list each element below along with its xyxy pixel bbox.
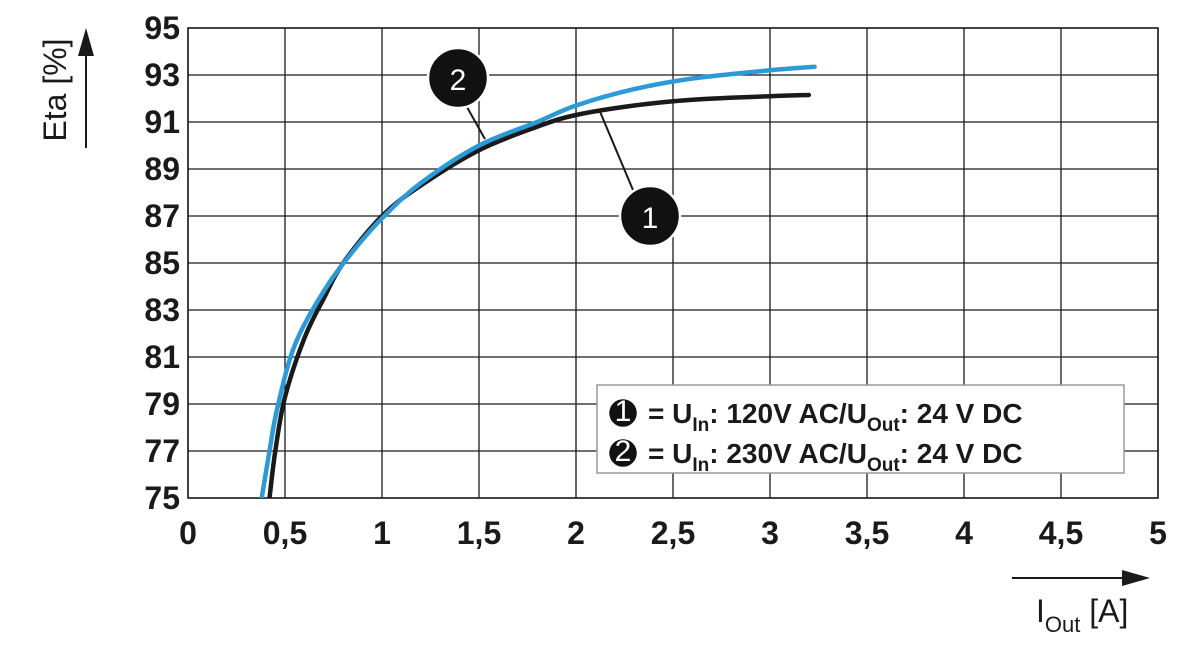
y-tick-label: 89 bbox=[144, 151, 180, 187]
x-tick-label: 4,5 bbox=[1039, 515, 1083, 551]
legend-label-2: = UIn: 230V AC/UOut: 24 V DC bbox=[648, 438, 1023, 476]
y-axis-arrow-head bbox=[78, 28, 94, 56]
x-tick-label: 3 bbox=[761, 515, 779, 551]
legend-label-1: = UIn: 120V AC/UOut: 24 V DC bbox=[648, 398, 1023, 436]
x-axis-label-group: IOut [A] bbox=[1012, 570, 1150, 637]
legend-badge-2-circle bbox=[606, 436, 640, 470]
legend-badge-1-circle bbox=[606, 396, 640, 430]
callout-badge-1-circle bbox=[618, 184, 682, 248]
callout-badge-1-number: 1 bbox=[642, 202, 659, 235]
y-tick-label: 91 bbox=[144, 104, 180, 140]
y-tick-labels: 75 77 79 81 83 85 87 89 91 93 95 bbox=[144, 10, 180, 516]
x-tick-label: 2 bbox=[567, 515, 585, 551]
y-tick-label: 77 bbox=[144, 433, 180, 469]
x-tick-label: 5 bbox=[1149, 515, 1167, 551]
legend-box bbox=[596, 384, 1125, 474]
callout-badge-2-circle bbox=[426, 46, 490, 110]
callout-badge-1: 1 bbox=[618, 184, 682, 248]
legend-badge-1-number: 1 bbox=[615, 395, 632, 428]
x-tick-label: 3,5 bbox=[845, 515, 889, 551]
y-tick-label: 95 bbox=[144, 10, 180, 46]
legend-badge-2: 2 bbox=[606, 435, 640, 470]
y-tick-label: 83 bbox=[144, 292, 180, 328]
legend: 1 = UIn: 120V AC/UOut: 24 V DC 2 = UIn: 230… bbox=[596, 384, 1125, 476]
x-tick-label: 0 bbox=[179, 515, 197, 551]
x-tick-labels: 0 0,5 1 1,5 2 2,5 3 3,5 4 4,5 5 bbox=[179, 515, 1167, 551]
legend-badge-2-number: 2 bbox=[615, 435, 632, 468]
y-tick-label: 93 bbox=[144, 57, 180, 93]
legend-entry-1: 1 = UIn: 120V AC/UOut: 24 V DC bbox=[606, 395, 1023, 436]
y-tick-label: 81 bbox=[144, 339, 180, 375]
y-tick-label: 75 bbox=[144, 480, 180, 516]
callout-badge-2: 2 bbox=[426, 46, 490, 110]
x-tick-label: 4 bbox=[955, 515, 973, 551]
y-tick-label: 85 bbox=[144, 245, 180, 281]
y-tick-label: 87 bbox=[144, 198, 180, 234]
y-axis-label: Eta [%] bbox=[37, 38, 73, 141]
legend-entry-2: 2 = UIn: 230V AC/UOut: 24 V DC bbox=[606, 435, 1023, 476]
callout-leader-1 bbox=[598, 109, 634, 191]
x-tick-label: 1,5 bbox=[457, 515, 501, 551]
y-axis-label-group: Eta [%] bbox=[37, 28, 94, 148]
x-tick-label: 1 bbox=[373, 515, 391, 551]
x-tick-label: 2,5 bbox=[651, 515, 695, 551]
series-line-2 bbox=[259, 64, 817, 498]
callout-badge-2-number: 2 bbox=[450, 64, 467, 97]
legend-badge-1: 1 bbox=[606, 395, 640, 430]
series-callouts: 21 bbox=[426, 46, 682, 248]
y-tick-label: 79 bbox=[144, 386, 180, 422]
x-axis-label: IOut [A] bbox=[1036, 593, 1128, 637]
series-layer bbox=[259, 64, 817, 498]
x-axis-arrow-head bbox=[1122, 570, 1150, 586]
x-tick-label: 0,5 bbox=[263, 515, 307, 551]
plot-frame bbox=[187, 27, 1159, 499]
